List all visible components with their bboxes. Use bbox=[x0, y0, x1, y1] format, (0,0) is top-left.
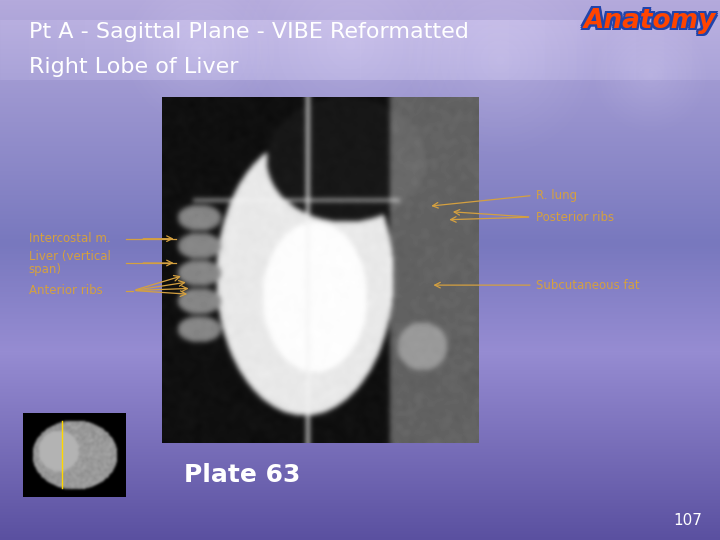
Text: Anatomy: Anatomy bbox=[584, 6, 716, 32]
Bar bbox=[23, 413, 126, 497]
Text: Posterior ribs: Posterior ribs bbox=[536, 211, 615, 224]
Text: Anatomy: Anatomy bbox=[584, 10, 716, 36]
Text: Anatomy: Anatomy bbox=[586, 6, 719, 32]
Text: Subcutaneous fat: Subcutaneous fat bbox=[536, 279, 640, 292]
Text: Liver (vertical: Liver (vertical bbox=[29, 250, 111, 263]
Text: Right Lobe of Liver: Right Lobe of Liver bbox=[29, 57, 238, 77]
Text: Plate 63: Plate 63 bbox=[184, 463, 300, 487]
Text: R. lung: R. lung bbox=[536, 189, 577, 202]
Text: span): span) bbox=[29, 264, 62, 276]
Text: Anatomy: Anatomy bbox=[582, 10, 714, 36]
Text: Intercostal m.: Intercostal m. bbox=[29, 232, 110, 245]
Text: Anatomy: Anatomy bbox=[582, 6, 714, 32]
Text: Anatomy: Anatomy bbox=[584, 8, 716, 34]
Text: Anatomy: Anatomy bbox=[582, 8, 714, 34]
Text: Anatomy: Anatomy bbox=[586, 10, 719, 36]
Bar bbox=[162, 97, 479, 443]
Text: Anterior ribs: Anterior ribs bbox=[29, 284, 102, 297]
Text: Anatomy: Anatomy bbox=[586, 8, 719, 34]
Text: Pt A - Sagittal Plane - VIBE Reformatted: Pt A - Sagittal Plane - VIBE Reformatted bbox=[29, 22, 469, 42]
Text: 107: 107 bbox=[673, 513, 702, 528]
